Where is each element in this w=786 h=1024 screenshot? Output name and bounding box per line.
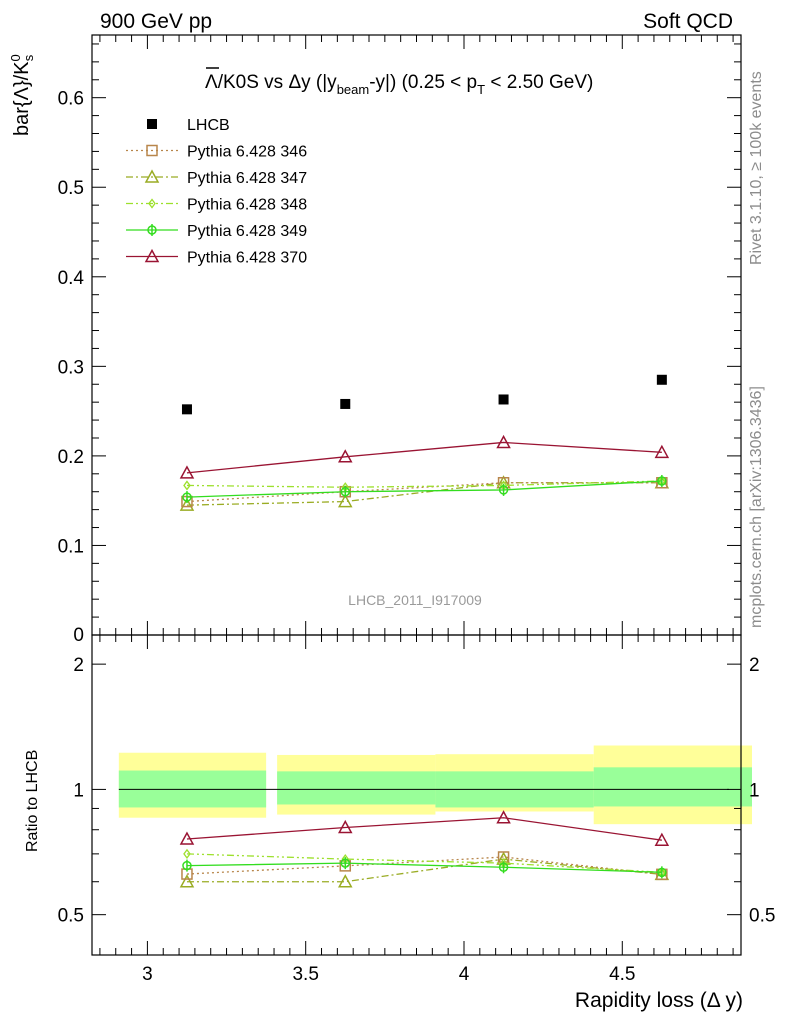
ratio-point-p370-3 <box>654 832 670 846</box>
title-sub-beam: beam <box>337 82 370 97</box>
ratio-point-p347-1 <box>338 874 353 888</box>
mcplots-label: mcplots.cern.ch [arXiv:1306.3436] <box>748 386 765 628</box>
ratio-ytick-label-right: 2 <box>749 655 760 676</box>
header-right: Soft QCD <box>643 10 733 33</box>
main-point-p370-1 <box>338 449 353 463</box>
main-ytick-label: 0.1 <box>58 536 84 557</box>
main-point-lhcb-1 <box>340 398 351 409</box>
ratio-point-p370-1 <box>338 819 353 834</box>
main-ytick-label: 0.3 <box>58 357 84 378</box>
main-ytick-label-zero: 0 <box>73 625 84 646</box>
main-point-lhcb-0 <box>181 404 192 415</box>
main-point-lhcb-3 <box>656 374 667 385</box>
xtick-label: 4 <box>459 964 470 985</box>
xtick-label: 3 <box>142 964 153 985</box>
legend-label-p346: Pythia 6.428 346 <box>187 144 307 161</box>
main-point-lhcb-2 <box>498 394 509 405</box>
legend-marker-p346 <box>146 144 158 157</box>
main-point-p347-1 <box>338 494 353 508</box>
title-lambda: Λ <box>205 72 218 93</box>
legend-marker-p347 <box>144 169 160 183</box>
main-ytick-label: 0.2 <box>58 447 84 468</box>
legend-marker-p370 <box>144 248 160 263</box>
ratio-ytick-label: 2 <box>73 655 84 676</box>
main-point-p370-0 <box>179 465 195 479</box>
xlabel: Rapidity loss (Δ y) <box>575 989 743 1012</box>
ratio-line-p348 <box>186 853 662 873</box>
main-line-p370 <box>186 441 662 474</box>
ratio-ytick-label: 1 <box>73 780 84 801</box>
main-plot: 0.1 0.2 0.3 0.4 0.5 0.6 0 <box>58 34 742 646</box>
legend-marker-p348 <box>148 198 156 209</box>
ratio-ytick-label-right: 0.5 <box>749 906 775 927</box>
title-mid: /K0S vs Δy (|y <box>218 72 337 93</box>
ratio-point-p370-0 <box>179 831 195 845</box>
main-line-p349 <box>186 480 662 498</box>
ratio-plot: 3 3.5 4 4.5 0.5 0.5 1 1 2 2 <box>58 634 775 985</box>
watermark: LHCB_2011_I917009 <box>348 592 482 608</box>
ratio-ytick-label-right: 1 <box>749 780 760 801</box>
ratio-line-p349 <box>186 862 662 873</box>
main-title: Λ/K0S vs Δy (|ybeam-y|) (0.25 < pT < 2.5… <box>205 72 593 97</box>
main-point-p347-0 <box>179 497 195 511</box>
legend: LHCB Pythia 6.428 346 Pythia 6.428 347 Pyth… <box>126 117 307 267</box>
legend-label-lhcb: LHCB <box>187 117 230 134</box>
title-end: < 2.50 GeV) <box>485 72 593 93</box>
legend-label-p348: Pythia 6.428 348 <box>187 197 307 214</box>
xtick-label: 4.5 <box>609 964 635 985</box>
ratio-line-p346 <box>186 856 662 875</box>
ylabel-main: bar{Λ}/K <box>11 61 33 136</box>
xtick-label: 3.5 <box>292 964 318 985</box>
main-ytick-label: 0.5 <box>58 178 84 199</box>
ratio-point-p370-2 <box>496 810 511 824</box>
main-line-p348 <box>186 480 662 488</box>
band-inner-3 <box>593 767 752 807</box>
legend-label-p370: Pythia 6.428 370 <box>187 250 307 267</box>
main-ylabel: bar{Λ}/K0s <box>8 54 36 136</box>
legend-label-p349: Pythia 6.428 349 <box>187 223 307 240</box>
ratio-point-p347-0 <box>179 874 195 888</box>
header-left: 900 GeV pp <box>100 10 212 33</box>
main-point-p348-0 <box>183 480 191 491</box>
title-mid2: -y|) (0.25 < p <box>369 72 477 93</box>
rivet-label: Rivet 3.1.10, ≥ 100k events <box>748 71 765 265</box>
ylabel-sub: s <box>21 54 36 61</box>
legend-label-p347: Pythia 6.428 347 <box>187 170 307 187</box>
legend-marker-lhcb <box>147 119 157 129</box>
main-point-p370-2 <box>496 434 511 449</box>
ratio-ylabel: Ratio to LHCB <box>24 750 41 852</box>
ylabel-sup: 0 <box>8 54 23 61</box>
main-ytick-label: 0.6 <box>58 89 84 110</box>
ratio-ytick-label: 0.5 <box>58 906 84 927</box>
band-inner-1 <box>277 771 436 805</box>
main-point-p370-3 <box>654 444 670 459</box>
main-ytick-label: 0.4 <box>58 268 85 289</box>
ratio-line-p347 <box>186 858 662 883</box>
title-sub-t: T <box>477 82 485 97</box>
ratio-point-p348-0 <box>183 848 191 859</box>
ratio-line-p370 <box>186 817 662 841</box>
